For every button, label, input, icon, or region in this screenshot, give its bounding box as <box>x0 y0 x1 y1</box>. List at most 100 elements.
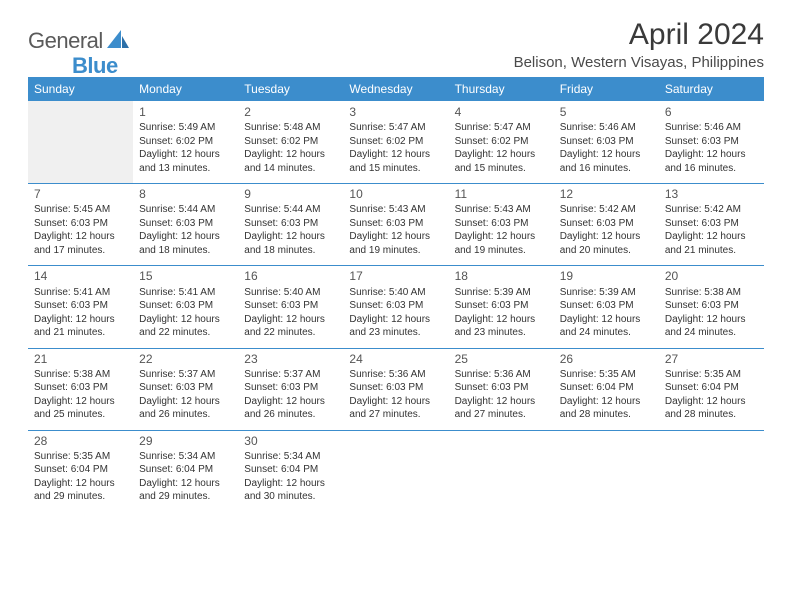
daylight-text: Daylight: 12 hours and 17 minutes. <box>34 230 127 257</box>
daylight-text: Daylight: 12 hours and 23 minutes. <box>349 313 442 340</box>
day-number: 18 <box>455 268 548 284</box>
sunset-text: Sunset: 6:03 PM <box>665 135 758 149</box>
day-number: 20 <box>665 268 758 284</box>
day-cell: 8Sunrise: 5:44 AMSunset: 6:03 PMDaylight… <box>133 184 238 266</box>
logo-text-general: General <box>28 28 103 54</box>
logo-sail-icon <box>107 30 129 53</box>
sunrise-text: Sunrise: 5:39 AM <box>560 286 653 300</box>
sunrise-text: Sunrise: 5:48 AM <box>244 121 337 135</box>
daylight-text: Daylight: 12 hours and 27 minutes. <box>455 395 548 422</box>
weekday-header: Monday <box>133 77 238 101</box>
day-cell: 12Sunrise: 5:42 AMSunset: 6:03 PMDayligh… <box>554 184 659 266</box>
daylight-text: Daylight: 12 hours and 28 minutes. <box>560 395 653 422</box>
sunset-text: Sunset: 6:04 PM <box>665 381 758 395</box>
sunset-text: Sunset: 6:02 PM <box>139 135 232 149</box>
sunrise-text: Sunrise: 5:36 AM <box>455 368 548 382</box>
sunset-text: Sunset: 6:03 PM <box>349 217 442 231</box>
day-number: 10 <box>349 186 442 202</box>
day-number: 22 <box>139 351 232 367</box>
sunset-text: Sunset: 6:04 PM <box>560 381 653 395</box>
sunrise-text: Sunrise: 5:40 AM <box>244 286 337 300</box>
sunset-text: Sunset: 6:04 PM <box>244 463 337 477</box>
day-number: 8 <box>139 186 232 202</box>
logo: General <box>28 18 131 54</box>
sunrise-text: Sunrise: 5:35 AM <box>34 450 127 464</box>
sunrise-text: Sunrise: 5:46 AM <box>665 121 758 135</box>
daylight-text: Daylight: 12 hours and 24 minutes. <box>665 313 758 340</box>
daylight-text: Daylight: 12 hours and 15 minutes. <box>349 148 442 175</box>
day-cell: 13Sunrise: 5:42 AMSunset: 6:03 PMDayligh… <box>659 184 764 266</box>
day-number: 3 <box>349 104 442 120</box>
title-block: April 2024 Belison, Western Visayas, Phi… <box>514 18 764 71</box>
calendar-week-row: 21Sunrise: 5:38 AMSunset: 6:03 PMDayligh… <box>28 348 764 430</box>
day-cell: 1Sunrise: 5:49 AMSunset: 6:02 PMDaylight… <box>133 101 238 184</box>
day-number: 27 <box>665 351 758 367</box>
day-cell: 27Sunrise: 5:35 AMSunset: 6:04 PMDayligh… <box>659 348 764 430</box>
day-cell: 25Sunrise: 5:36 AMSunset: 6:03 PMDayligh… <box>449 348 554 430</box>
day-number: 13 <box>665 186 758 202</box>
sunset-text: Sunset: 6:03 PM <box>139 381 232 395</box>
day-number: 25 <box>455 351 548 367</box>
sunset-text: Sunset: 6:03 PM <box>455 381 548 395</box>
sunset-text: Sunset: 6:04 PM <box>34 463 127 477</box>
sunrise-text: Sunrise: 5:35 AM <box>560 368 653 382</box>
day-number: 28 <box>34 433 127 449</box>
weekday-header: Friday <box>554 77 659 101</box>
calendar-week-row: 1Sunrise: 5:49 AMSunset: 6:02 PMDaylight… <box>28 101 764 184</box>
sunrise-text: Sunrise: 5:40 AM <box>349 286 442 300</box>
daylight-text: Daylight: 12 hours and 21 minutes. <box>665 230 758 257</box>
day-cell: 21Sunrise: 5:38 AMSunset: 6:03 PMDayligh… <box>28 348 133 430</box>
sunrise-text: Sunrise: 5:42 AM <box>560 203 653 217</box>
daylight-text: Daylight: 12 hours and 29 minutes. <box>34 477 127 504</box>
day-cell: 14Sunrise: 5:41 AMSunset: 6:03 PMDayligh… <box>28 266 133 348</box>
day-number: 6 <box>665 104 758 120</box>
day-number: 5 <box>560 104 653 120</box>
day-number: 26 <box>560 351 653 367</box>
empty-day-cell <box>554 430 659 512</box>
empty-day-cell <box>343 430 448 512</box>
sunset-text: Sunset: 6:03 PM <box>139 217 232 231</box>
day-number: 16 <box>244 268 337 284</box>
sunrise-text: Sunrise: 5:41 AM <box>139 286 232 300</box>
weekday-header: Sunday <box>28 77 133 101</box>
day-cell: 17Sunrise: 5:40 AMSunset: 6:03 PMDayligh… <box>343 266 448 348</box>
day-cell: 9Sunrise: 5:44 AMSunset: 6:03 PMDaylight… <box>238 184 343 266</box>
day-cell: 3Sunrise: 5:47 AMSunset: 6:02 PMDaylight… <box>343 101 448 184</box>
empty-day-cell <box>659 430 764 512</box>
calendar-body: 1Sunrise: 5:49 AMSunset: 6:02 PMDaylight… <box>28 101 764 512</box>
daylight-text: Daylight: 12 hours and 13 minutes. <box>139 148 232 175</box>
sunrise-text: Sunrise: 5:34 AM <box>139 450 232 464</box>
sunrise-text: Sunrise: 5:43 AM <box>349 203 442 217</box>
day-cell: 23Sunrise: 5:37 AMSunset: 6:03 PMDayligh… <box>238 348 343 430</box>
sunset-text: Sunset: 6:04 PM <box>139 463 232 477</box>
sunset-text: Sunset: 6:02 PM <box>455 135 548 149</box>
weekday-header: Wednesday <box>343 77 448 101</box>
day-cell: 10Sunrise: 5:43 AMSunset: 6:03 PMDayligh… <box>343 184 448 266</box>
daylight-text: Daylight: 12 hours and 23 minutes. <box>455 313 548 340</box>
sunset-text: Sunset: 6:03 PM <box>560 135 653 149</box>
day-cell: 18Sunrise: 5:39 AMSunset: 6:03 PMDayligh… <box>449 266 554 348</box>
sunset-text: Sunset: 6:02 PM <box>244 135 337 149</box>
daylight-text: Daylight: 12 hours and 16 minutes. <box>665 148 758 175</box>
daylight-text: Daylight: 12 hours and 25 minutes. <box>34 395 127 422</box>
daylight-text: Daylight: 12 hours and 18 minutes. <box>244 230 337 257</box>
calendar-header-row: SundayMondayTuesdayWednesdayThursdayFrid… <box>28 77 764 101</box>
daylight-text: Daylight: 12 hours and 19 minutes. <box>455 230 548 257</box>
day-number: 29 <box>139 433 232 449</box>
location-text: Belison, Western Visayas, Philippines <box>514 54 764 71</box>
day-number: 30 <box>244 433 337 449</box>
sunrise-text: Sunrise: 5:45 AM <box>34 203 127 217</box>
empty-day-cell <box>28 101 133 184</box>
sunset-text: Sunset: 6:03 PM <box>244 381 337 395</box>
daylight-text: Daylight: 12 hours and 29 minutes. <box>139 477 232 504</box>
sunrise-text: Sunrise: 5:47 AM <box>455 121 548 135</box>
day-cell: 16Sunrise: 5:40 AMSunset: 6:03 PMDayligh… <box>238 266 343 348</box>
sunrise-text: Sunrise: 5:34 AM <box>244 450 337 464</box>
calendar-page: General April 2024 Belison, Western Visa… <box>0 0 792 522</box>
day-number: 4 <box>455 104 548 120</box>
day-cell: 19Sunrise: 5:39 AMSunset: 6:03 PMDayligh… <box>554 266 659 348</box>
day-number: 11 <box>455 186 548 202</box>
sunrise-text: Sunrise: 5:35 AM <box>665 368 758 382</box>
sunrise-text: Sunrise: 5:38 AM <box>34 368 127 382</box>
daylight-text: Daylight: 12 hours and 19 minutes. <box>349 230 442 257</box>
